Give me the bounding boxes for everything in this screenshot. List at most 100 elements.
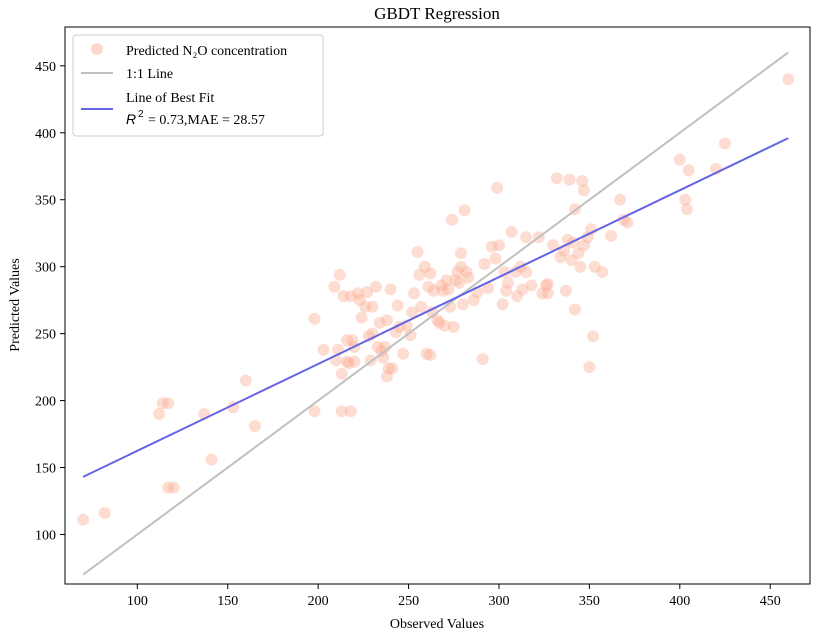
- data-point-63: [422, 280, 435, 293]
- data-point-20: [335, 367, 348, 380]
- data-point-64: [424, 349, 437, 361]
- data-point-135: [605, 229, 618, 242]
- chart-lines: [82, 51, 789, 576]
- legend: Predicted N₂O concentration 1:1 Line Lin…: [72, 34, 324, 137]
- legend-identity-label: 1:1 Line: [126, 67, 173, 82]
- data-point-84: [458, 204, 471, 217]
- data-point-39: [370, 280, 382, 293]
- data-point-100: [505, 225, 518, 238]
- data-point-134: [596, 266, 609, 278]
- data-point-46: [380, 370, 393, 383]
- data-point-8: [205, 453, 218, 466]
- data-point-142: [682, 164, 695, 177]
- data-point-145: [782, 73, 795, 86]
- data-point-34: [361, 286, 373, 299]
- data-point-10: [239, 374, 252, 387]
- data-point-49: [386, 362, 399, 375]
- data-point-113: [547, 239, 560, 252]
- data-point-125: [574, 260, 587, 273]
- data-point-68: [431, 314, 444, 327]
- data-point-32: [355, 311, 368, 324]
- data-point-50: [389, 326, 402, 339]
- data-point-144: [719, 137, 731, 150]
- x-tick-label-100: 100: [127, 594, 148, 609]
- data-point-3: [156, 397, 169, 410]
- data-point-82: [455, 247, 467, 260]
- data-point-91: [482, 282, 495, 295]
- data-point-98: [500, 284, 513, 297]
- data-point-30: [351, 287, 364, 300]
- data-point-114: [550, 172, 563, 185]
- data-point-61: [418, 260, 431, 273]
- data-point-0: [77, 513, 90, 526]
- data-point-38: [366, 300, 379, 313]
- data-point-12: [308, 312, 321, 325]
- data-point-6: [167, 481, 180, 494]
- data-point-109: [536, 287, 549, 300]
- data-point-11: [248, 420, 261, 432]
- x-tick-label-450: 450: [760, 594, 781, 609]
- data-point-65: [424, 267, 437, 280]
- data-point-1: [98, 507, 111, 519]
- data-point-41: [373, 316, 386, 329]
- data-point-19: [335, 405, 348, 418]
- data-point-70: [435, 279, 448, 292]
- data-point-13: [308, 405, 321, 418]
- legend-fit-r2-symbol: R: [126, 111, 136, 127]
- data-point-2: [153, 408, 165, 420]
- data-point-62: [420, 347, 433, 360]
- data-point-101: [509, 266, 522, 278]
- data-point-104: [516, 283, 529, 296]
- data-point-139: [673, 153, 686, 166]
- data-point-31: [353, 294, 366, 307]
- data-point-105: [520, 266, 533, 278]
- data-point-59: [413, 268, 426, 281]
- y-tick-label-300: 300: [35, 261, 56, 276]
- data-point-96: [496, 298, 509, 311]
- y-tick-label-200: 200: [35, 395, 56, 410]
- y-tick-label-100: 100: [35, 528, 56, 543]
- plot-frame: [64, 26, 811, 585]
- data-point-132: [587, 330, 599, 343]
- y-tick-label-350: 350: [35, 194, 56, 209]
- data-point-69: [433, 316, 446, 329]
- data-point-53: [397, 347, 410, 360]
- data-point-140: [679, 193, 692, 206]
- data-point-57: [408, 287, 420, 300]
- data-point-25: [344, 405, 357, 418]
- data-point-26: [344, 290, 357, 303]
- data-point-95: [493, 239, 505, 252]
- data-point-136: [614, 193, 627, 206]
- x-tick-label-250: 250: [398, 594, 419, 609]
- data-point-117: [559, 284, 572, 297]
- data-point-21: [337, 290, 350, 303]
- data-point-42: [375, 345, 388, 357]
- legend-scatter-marker: [91, 43, 103, 55]
- data-point-28: [348, 355, 361, 368]
- data-point-67: [427, 284, 440, 297]
- data-point-85: [460, 266, 473, 278]
- y-tick-label-250: 250: [35, 328, 56, 343]
- x-axis-label: Observed Values: [390, 617, 484, 632]
- data-point-102: [511, 290, 524, 303]
- data-point-24: [342, 357, 355, 370]
- legend-fit-label: Line of Best Fit: [126, 91, 214, 106]
- data-point-33: [359, 300, 372, 313]
- y-tick-label-150: 150: [35, 462, 56, 477]
- y-tick-label-450: 450: [35, 60, 56, 75]
- data-point-130: [583, 361, 596, 374]
- data-point-133: [588, 260, 601, 273]
- legend-scatter-label: Predicted N₂O concentration: [126, 44, 287, 59]
- data-point-4: [162, 397, 175, 410]
- data-point-60: [415, 300, 428, 313]
- data-point-79: [451, 266, 464, 278]
- data-point-27: [346, 334, 359, 347]
- data-point-73: [440, 274, 453, 287]
- data-point-138: [621, 216, 634, 229]
- data-point-74: [442, 283, 455, 296]
- data-point-76: [446, 213, 458, 226]
- data-point-83: [456, 298, 469, 311]
- data-point-93: [489, 252, 502, 265]
- data-point-55: [404, 329, 417, 341]
